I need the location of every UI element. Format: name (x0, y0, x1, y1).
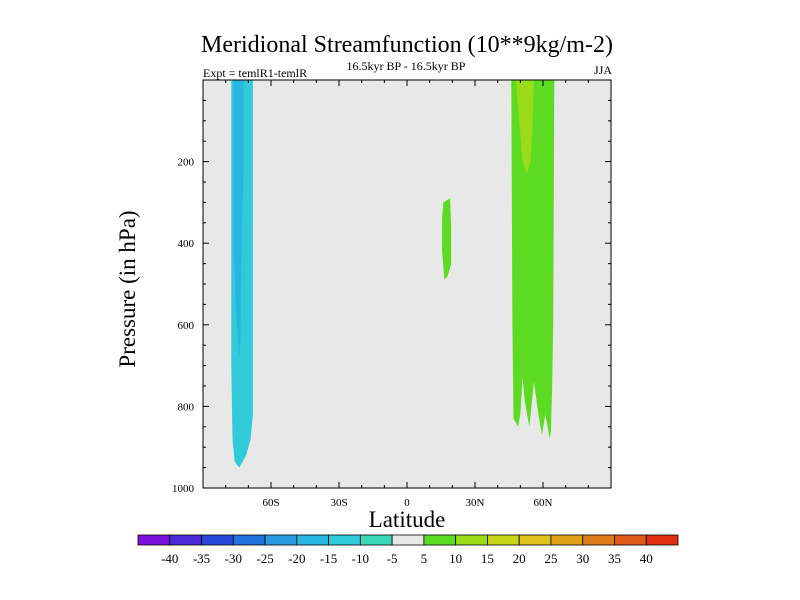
colorbar-swatch (550, 534, 584, 546)
x-tick-label: 30S (330, 497, 347, 509)
colorbar-label: 25 (544, 551, 557, 566)
x-axis-label: Latitude (369, 507, 446, 532)
y-tick-label: 1000 (172, 483, 195, 495)
contour-regions (231, 80, 555, 468)
colorbar-label: -40 (161, 551, 178, 566)
colorbar-swatch (232, 534, 266, 546)
colorbar-label: -25 (256, 551, 273, 566)
colorbar-label: -15 (320, 551, 337, 566)
colorbar-label: 10 (449, 551, 462, 566)
colorbar-swatch (264, 534, 298, 546)
colorbar-swatch (423, 534, 457, 546)
colorbar: -40 -35 -30 -25 -20 -15 -10 -5 5 10 15 20 25 30 35 40 (137, 534, 679, 566)
region-northern-cell (511, 80, 555, 439)
x-tick-label: 60S (262, 497, 279, 509)
colorbar-label: -10 (352, 551, 369, 566)
y-tick-label: 400 (178, 238, 195, 250)
colorbar-swatch (455, 534, 488, 546)
colorbar-label: 20 (513, 551, 526, 566)
y-tick-label: 200 (178, 157, 195, 169)
colorbar-swatch (645, 534, 679, 546)
colorbar-label: 5 (421, 551, 428, 566)
colorbar-swatch (518, 534, 552, 546)
colorbar-swatch (391, 534, 425, 546)
colorbar-label: 35 (608, 551, 621, 566)
colorbar-swatch (487, 534, 520, 546)
colorbar-label: -20 (288, 551, 305, 566)
region-tropical-cell (442, 198, 452, 280)
colorbar-swatch (614, 534, 647, 546)
x-tick-label: 60N (534, 497, 553, 509)
colorbar-swatch (582, 534, 615, 546)
y-axis-label: Pressure (in hPa) (115, 210, 140, 367)
x-tick-label: 30N (466, 497, 485, 509)
colorbar-swatch (328, 534, 361, 546)
colorbar-label: -35 (193, 551, 210, 566)
season-label: JJA (594, 63, 612, 77)
y-tick-label: 600 (178, 320, 195, 332)
colorbar-swatch (137, 534, 171, 546)
chart-title: Meridional Streamfunction (10**9kg/m-2) (201, 32, 613, 58)
colorbar-label: -30 (225, 551, 242, 566)
period-label: 16.5kyr BP - 16.5kyr BP (347, 59, 466, 73)
colorbar-swatch (296, 534, 329, 546)
colorbar-swatch (359, 534, 393, 546)
colorbar-label: 30 (576, 551, 589, 566)
colorbar-swatch (169, 534, 202, 546)
y-tick-label: 800 (178, 401, 195, 413)
colorbar-label: -5 (387, 551, 398, 566)
colorbar-swatch (201, 534, 234, 546)
region-southern-cell-core (233, 80, 244, 358)
region-northern-cell-core (515, 80, 534, 174)
x-tick-label: 0 (404, 497, 410, 509)
expt-label: Expt = temlR1-temlR (203, 66, 307, 80)
colorbar-label: 15 (481, 551, 494, 566)
colorbar-label: 40 (640, 551, 653, 566)
plot-frame (202, 79, 612, 489)
